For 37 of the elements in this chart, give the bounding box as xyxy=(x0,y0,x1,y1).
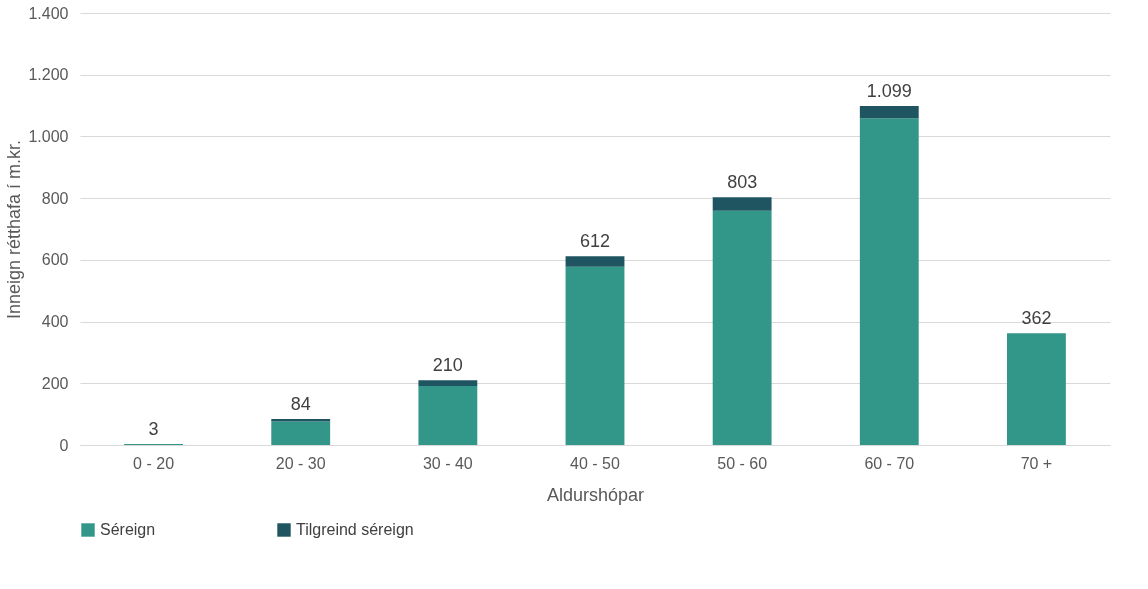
y-tick-label: 1.000 xyxy=(28,127,69,145)
total-label: 803 xyxy=(727,172,758,193)
x-axis-title: Aldurshópar xyxy=(546,484,645,505)
bar xyxy=(565,266,625,445)
y-tick-label: 800 xyxy=(41,189,69,207)
x-tick-label: 0 - 20 xyxy=(133,454,175,472)
bar xyxy=(271,421,331,445)
x-tick-label: 70 + xyxy=(1020,454,1053,472)
total-label: 3 xyxy=(148,419,159,440)
y-tick-label: 0 xyxy=(59,436,69,454)
x-tick-label: 60 - 70 xyxy=(864,454,915,472)
x-tick-label: 20 - 30 xyxy=(275,454,326,472)
total-label: 612 xyxy=(579,231,611,252)
y-tick-label: 400 xyxy=(41,313,69,331)
y-axis-title: Inneign rétthafa í m.kr. xyxy=(4,139,25,320)
bar xyxy=(712,210,772,445)
bar xyxy=(1007,333,1066,445)
bar xyxy=(418,386,478,445)
x-tick-label: 40 - 50 xyxy=(570,454,621,472)
bar xyxy=(859,105,919,119)
y-tick-label: 600 xyxy=(41,251,69,269)
bar xyxy=(271,419,331,422)
bar xyxy=(859,118,919,445)
bar xyxy=(418,380,478,387)
x-tick-label: 50 - 60 xyxy=(717,454,768,472)
x-tick-label: 30 - 40 xyxy=(422,454,473,472)
total-label: 210 xyxy=(432,355,463,376)
y-tick-label: 1.400 xyxy=(28,4,69,22)
total-label: 362 xyxy=(1021,308,1052,329)
legend-label: Tilgreind séreign xyxy=(296,521,414,538)
legend-label: Séreign xyxy=(100,521,156,538)
y-tick-label: 200 xyxy=(41,374,69,392)
bar xyxy=(712,197,772,211)
total-label: 1.099 xyxy=(866,80,912,101)
y-tick-label: 1.200 xyxy=(28,66,69,84)
bar xyxy=(565,256,625,267)
total-label: 84 xyxy=(290,394,311,415)
